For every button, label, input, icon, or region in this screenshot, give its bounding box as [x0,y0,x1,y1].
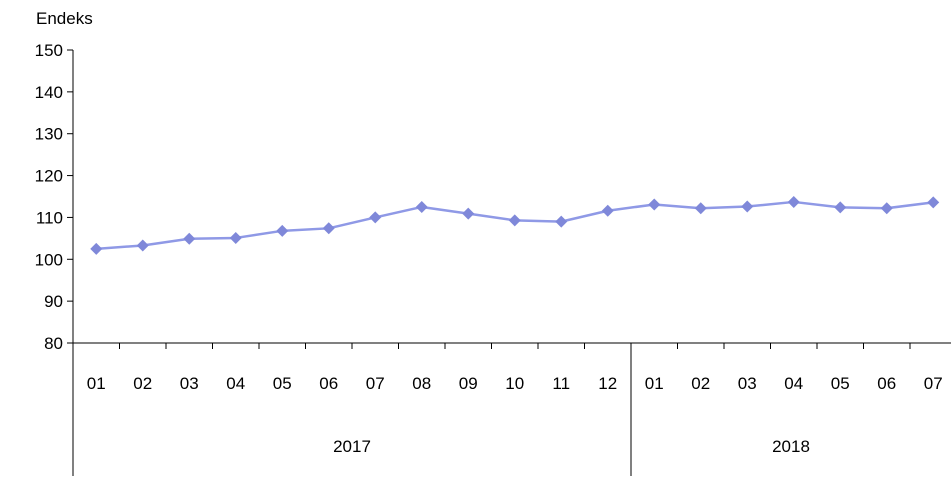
y-axis: 80 90 100 110 120 130 140 150 [35,41,74,476]
x-tick-label: 01 [87,374,106,393]
x-tick-label: 05 [273,374,292,393]
data-point [276,224,289,237]
data-point [601,204,614,217]
x-tick-label: 06 [319,374,338,393]
y-tick-label: 120 [35,167,63,186]
data-point [694,202,707,215]
y-tick-label: 130 [35,125,63,144]
data-point [183,232,196,245]
x-tick-label: 05 [831,374,850,393]
data-point [787,195,800,208]
x-tick-label: 10 [505,374,524,393]
y-tick-label: 80 [44,334,63,353]
x-tick-label: 04 [784,374,803,393]
data-point [229,231,242,244]
plot-area [90,195,940,255]
x-tick-label: 03 [738,374,757,393]
y-axis-title: Endeks [36,9,93,28]
data-point [136,239,149,252]
data-point [90,242,103,255]
y-tick-label: 110 [36,208,63,227]
x-tick-label: 08 [412,374,431,393]
data-point [741,200,754,213]
y-tick-label: 90 [44,292,63,311]
x-tick-label: 07 [366,374,385,393]
data-point [834,201,847,214]
y-tick-label: 140 [35,83,63,102]
x-tick-label: 03 [180,374,199,393]
data-point [322,222,335,235]
data-point [648,198,661,211]
x-group-label: 2018 [772,437,810,456]
x-axis: 01 02 03 04 05 06 07 08 09 10 11 12 01 02 03 04 05 06 07 20… [72,342,951,476]
data-point [508,214,521,227]
x-tick-label: 01 [645,374,664,393]
x-tick-label: 04 [226,374,245,393]
data-point [555,215,568,228]
x-tick-label: 02 [133,374,152,393]
x-tick-label: 02 [691,374,710,393]
x-tick-label: 11 [552,374,570,393]
data-point [369,211,382,224]
data-point [927,196,940,209]
y-tick-label: 150 [35,41,63,60]
data-point [880,202,893,215]
x-group-label: 2017 [333,437,371,456]
data-point [415,200,428,213]
x-tick-label: 12 [598,374,617,393]
y-tick-label: 100 [35,250,63,269]
x-tick-label: 06 [877,374,896,393]
data-point [462,207,475,220]
x-tick-label: 09 [459,374,478,393]
x-tick-label: 07 [924,374,943,393]
